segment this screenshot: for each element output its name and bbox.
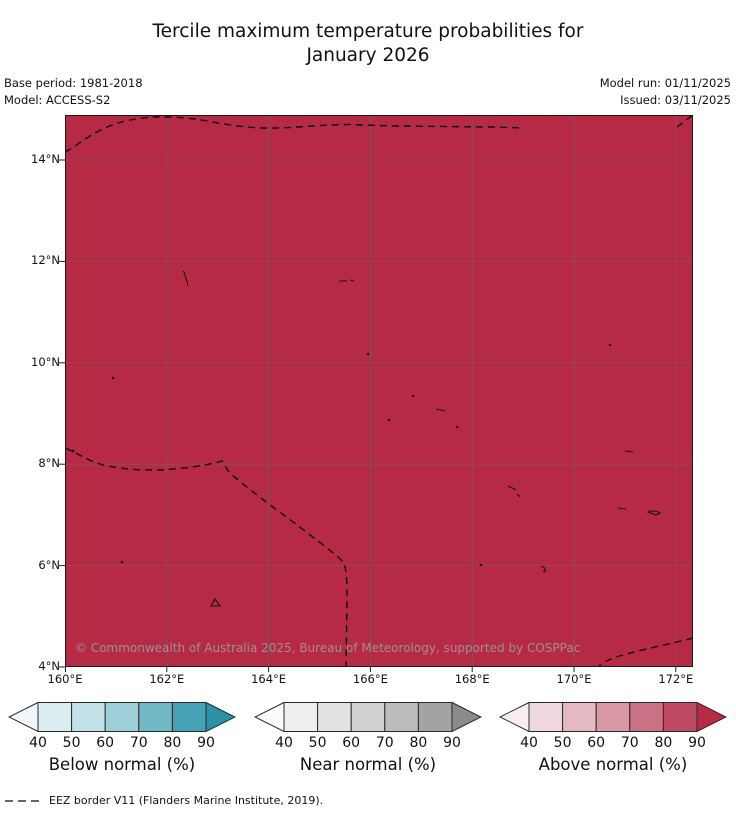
gridlines: [65, 115, 693, 667]
colorbar-tick-label: 40: [520, 735, 538, 751]
x-tick-label: 168°E: [454, 672, 490, 686]
colorbar-tick-label: 90: [443, 735, 461, 751]
y-tick-label: 12°N: [31, 253, 60, 267]
colorbar-tick-label: 40: [29, 735, 47, 751]
legend-below-normal: 40 50 60 70 80 90 Below normal (%): [7, 701, 237, 788]
y-axis-tick-marks: [59, 159, 65, 668]
y-tick-label: 4°N: [38, 659, 60, 673]
eez-footnote-text: EEZ border V11 (Flanders Marine Institut…: [49, 794, 324, 807]
page-title: Tercile maximum temperature probabilitie…: [0, 20, 736, 68]
model-run-text: Model run: 01/11/2025: [599, 76, 731, 90]
x-tick-label: 160°E: [47, 672, 83, 686]
island-marks: [71, 270, 662, 607]
colorbar-tick-label: 90: [688, 735, 706, 751]
colorbar-tick-label: 80: [163, 735, 182, 751]
issued-date-text: Issued: 03/11/2025: [620, 92, 731, 107]
colorbar-tick-label: 40: [275, 735, 293, 751]
legend-near-normal: 40 50 60 70 80 90 Near normal (%): [253, 701, 483, 788]
x-tick-label: 166°E: [352, 672, 388, 686]
legend-label-below-normal: Below normal (%): [48, 755, 196, 774]
y-tick-label: 14°N: [31, 152, 60, 166]
x-tick-label: 170°E: [556, 672, 592, 686]
colorbar-tick-label: 50: [553, 735, 572, 751]
colorbar-above-normal: [498, 701, 728, 733]
y-tick-label: 8°N: [38, 456, 60, 470]
map-fill: [65, 115, 693, 667]
colorbar-tick-label: 90: [197, 735, 215, 751]
map-plot: © Commonwealth of Australia 2025, Bureau…: [65, 115, 693, 667]
eez-footer: EEZ border V11 (Flanders Marine Institut…: [5, 794, 323, 807]
legend-above-normal: 40 50 60 70 80 90 Above normal (%): [498, 701, 728, 788]
colorbar-near-normal: [253, 701, 483, 733]
x-tick-label: 162°E: [149, 672, 185, 686]
model-name-text: Model: ACCESS-S2: [4, 92, 111, 107]
colorbar-tick-label: 70: [620, 735, 639, 751]
map-copyright: © Commonwealth of Australia 2025, Bureau…: [75, 641, 580, 655]
y-tick-label: 6°N: [38, 558, 60, 572]
x-tick-label: 172°E: [658, 672, 694, 686]
eez-dash-sample-icon: [5, 799, 43, 802]
colorbar-tick-label: 80: [654, 735, 673, 751]
title-line-1: Tercile maximum temperature probabilitie…: [152, 21, 584, 42]
meta-left: Base period: 1981-2018 Model: ACCESS-S2: [4, 75, 143, 108]
colorbar-tick-label: 70: [375, 735, 394, 751]
colorbar-below-normal: [7, 701, 237, 733]
colorbar-tick-label: 50: [308, 735, 327, 751]
colorbar-tick-label: 80: [409, 735, 428, 751]
legend-label-above-normal: Above normal (%): [538, 755, 688, 774]
colorbar-tick-label: 50: [62, 735, 81, 751]
colorbar-tick-label: 60: [587, 735, 606, 751]
map-frame: [65, 115, 693, 667]
colorbar-tick-label: 60: [96, 735, 115, 751]
legend-label-near-normal: Near normal (%): [299, 755, 437, 774]
colorbar-tick-label: 70: [129, 735, 148, 751]
eez-border-lines: [65, 115, 693, 667]
y-tick-label: 10°N: [31, 355, 60, 369]
title-line-2: January 2026: [306, 45, 430, 66]
x-axis-tick-marks: [65, 667, 677, 672]
colorbar-tick-label: 60: [342, 735, 361, 751]
meta-right: Model run: 01/11/2025 Issued: 03/11/2025: [600, 75, 731, 108]
x-tick-label: 164°E: [251, 672, 287, 686]
base-period-text: Base period: 1981-2018: [4, 76, 143, 90]
